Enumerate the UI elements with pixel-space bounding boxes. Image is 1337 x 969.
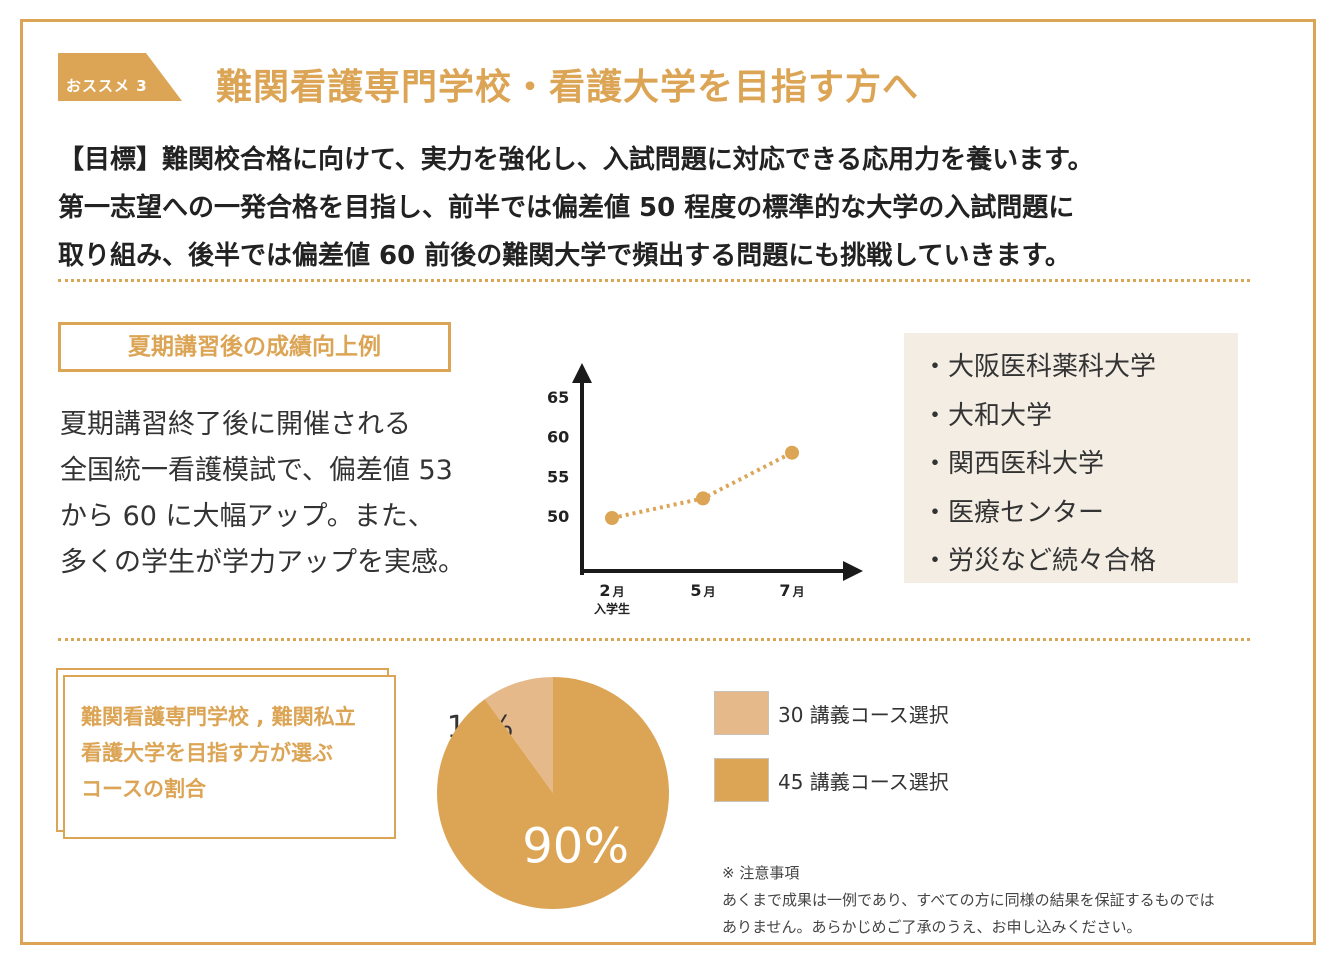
dotted-divider (58, 279, 1250, 282)
university-item: 大阪医科薬科大学 (922, 343, 1238, 392)
data-point (785, 445, 799, 460)
university-item: 関西医科大学 (922, 440, 1238, 489)
notice-title: ※ 注意事項 (722, 864, 800, 882)
goal-description: 【目標】難関校合格に向けて、実力を強化し、入試問題に対応できる応用力を養います。… (58, 136, 1258, 280)
page-title: 難関看護専門学校・看護大学を目指す方へ (216, 67, 920, 108)
notice-line: ありません。あらかじめご了承のうえ、お申し込みください。 (722, 918, 1142, 936)
y-tick-label: 65 (547, 388, 569, 407)
result-line: から 60 に大幅アップ。また、 (60, 501, 435, 532)
university-list-box: 大阪医科薬科大学 大和大学 関西医科大学 医療センター 労災など続々合格 (904, 333, 1238, 583)
legend-item: 45 講義コース選択 (714, 757, 949, 803)
data-point (605, 511, 619, 525)
university-item: 大和大学 (922, 392, 1238, 441)
card-line: 看護大学を目指す方が選ぶ (81, 741, 333, 765)
x-axis-arrow (843, 561, 863, 581)
pie-slice (437, 677, 669, 909)
legend-swatch-30 (714, 691, 769, 735)
result-line: 多くの学生が学力アップを実感。 (60, 547, 465, 578)
goal-line: 取り組み、後半では偏差値 60 前後の難関大学で頻出する問題にも挑戦していきます… (58, 241, 1071, 271)
goal-line: 第一志望への一発合格を目指し、前半では偏差値 50 程度の標準的な大学の入試問題… (58, 193, 1075, 223)
series-line (611, 450, 793, 520)
recommend-badge (58, 53, 182, 101)
result-line: 全国統一看護模試で、偏差値 53 (60, 455, 453, 486)
result-line: 夏期講習終了後に開催される (60, 409, 411, 440)
course-ratio-card: 難関看護専門学校 , 難関私立 看護大学を目指す方が選ぶ コースの割合 (63, 675, 396, 839)
pie-slice (484, 677, 553, 793)
badge-label: おススメ 3 (66, 77, 148, 95)
y-tick-label: 55 (547, 467, 569, 486)
y-tick-label: 50 (547, 507, 569, 526)
notice-line: あくまで成果は一例であり、すべての方に同様の結果を保証するものでは (722, 891, 1215, 909)
legend-label: 30 講義コース選択 (778, 702, 949, 727)
x-tick-sublabel: 入学生 (594, 601, 630, 616)
y-tick-label: 60 (547, 428, 569, 447)
notice: ※ 注意事項 あくまで成果は一例であり、すべての方に同様の結果を保証するものでは… (722, 860, 1215, 941)
goal-line: 【目標】難関校合格に向けて、実力を強化し、入試問題に対応できる応用力を養います。 (58, 145, 1094, 175)
course-pie-chart: 10%90% (437, 677, 669, 909)
card-line: コースの割合 (81, 777, 206, 801)
card-line: 難関看護専門学校 , 難関私立 (81, 705, 356, 729)
dotted-divider (58, 638, 1250, 641)
data-point (696, 491, 710, 506)
pie-legend: 30 講義コース選択 45 講義コース選択 (714, 690, 949, 824)
content-frame (20, 19, 1316, 945)
result-heading: 夏期講習後の成績向上例 (58, 322, 451, 372)
legend-swatch-45 (714, 758, 769, 802)
y-axis-arrow (572, 363, 592, 383)
legend-label: 45 講義コース選択 (778, 769, 949, 794)
university-item: 医療センター (922, 489, 1238, 538)
university-item: 労災など続々合格 (922, 537, 1238, 586)
legend-item: 30 講義コース選択 (714, 690, 949, 736)
result-description: 夏期講習終了後に開催される 全国統一看護模試で、偏差値 53 から 60 に大幅… (60, 402, 520, 586)
pie-slice-label: 90% (522, 819, 629, 875)
